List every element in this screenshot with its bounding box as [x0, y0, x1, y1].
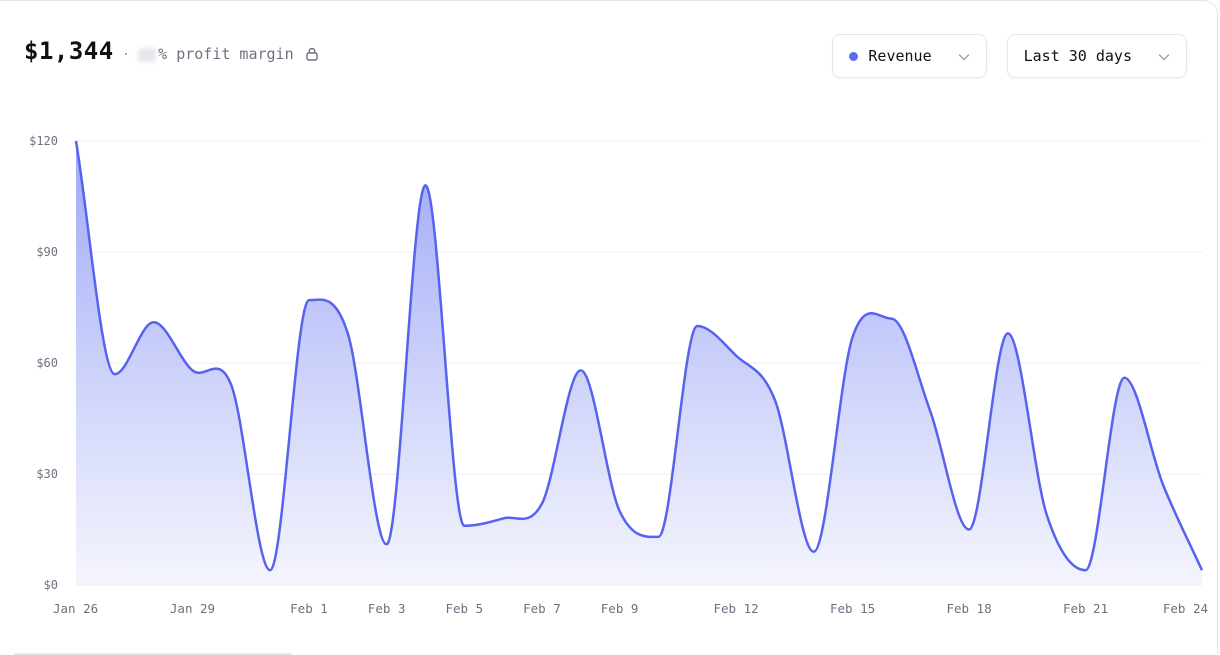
x-tick-label: Feb 12 — [713, 601, 758, 616]
chevron-down-icon — [1158, 47, 1170, 65]
lock-icon[interactable] — [305, 46, 319, 65]
x-tick-label: Feb 24 — [1163, 601, 1208, 616]
y-tick-label: $120 — [29, 134, 58, 148]
chart-controls: Revenue Last 30 days — [832, 34, 1187, 78]
x-tick-label: Feb 15 — [830, 601, 875, 616]
x-tick-label: Jan 26 — [53, 601, 98, 616]
x-tick-label: Feb 21 — [1063, 601, 1108, 616]
x-tick-label: Jan 29 — [170, 601, 215, 616]
series-select-label: Revenue — [868, 47, 932, 65]
y-tick-label: $0 — [44, 578, 58, 592]
x-tick-label: Feb 7 — [523, 601, 561, 616]
x-tick-label: Feb 5 — [445, 601, 483, 616]
revenue-area-chart[interactable]: $0 $30 $60 $90 $120 Jan 26 Jan 29 Feb 1 Feb 3 Feb… — [0, 101, 1218, 631]
series-select[interactable]: Revenue — [832, 34, 987, 78]
total-revenue: $1,344 — [24, 37, 114, 65]
date-range-select[interactable]: Last 30 days — [1006, 34, 1187, 78]
summary-header: $1,344 · % profit margin — [24, 37, 319, 65]
profit-margin-label: % profit margin — [158, 45, 294, 63]
series-color-dot — [849, 51, 859, 61]
y-tick-label: $30 — [36, 467, 58, 481]
y-tick-label: $60 — [36, 356, 58, 370]
series-line — [74, 140, 1204, 572]
x-tick-label: Feb 3 — [368, 601, 406, 616]
x-tick-label: Feb 1 — [290, 601, 328, 616]
chevron-down-icon — [958, 47, 970, 65]
x-tick-label: Feb 18 — [946, 601, 991, 616]
area-fill — [76, 141, 1202, 585]
date-range-label: Last 30 days — [1023, 47, 1132, 65]
profit-margin: % profit margin — [138, 44, 319, 65]
separator: · — [121, 47, 131, 63]
x-tick-label: Feb 9 — [601, 601, 639, 616]
redacted-margin-value — [138, 47, 157, 62]
y-tick-label: $90 — [36, 245, 58, 259]
